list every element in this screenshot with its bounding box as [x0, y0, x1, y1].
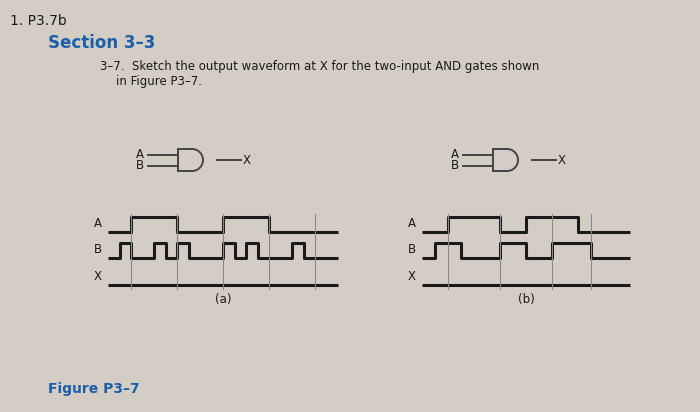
- Text: B: B: [94, 243, 102, 256]
- Text: in Figure P3–7.: in Figure P3–7.: [116, 75, 202, 88]
- Text: A: A: [94, 217, 102, 230]
- Text: A: A: [136, 148, 144, 161]
- Text: B: B: [136, 159, 144, 172]
- Text: 1. P3.7b: 1. P3.7b: [10, 14, 66, 28]
- Text: B: B: [451, 159, 459, 172]
- Text: B: B: [408, 243, 416, 256]
- Text: A: A: [451, 148, 459, 161]
- Text: (a): (a): [215, 293, 231, 306]
- Text: Section 3–3: Section 3–3: [48, 34, 155, 52]
- Text: X: X: [558, 154, 566, 166]
- Text: X: X: [408, 270, 416, 283]
- Text: X: X: [243, 154, 251, 166]
- Text: 3–7.  Sketch the output waveform at X for the two-input AND gates shown: 3–7. Sketch the output waveform at X for…: [100, 60, 540, 73]
- Text: X: X: [94, 270, 102, 283]
- Text: Figure P3–7: Figure P3–7: [48, 382, 139, 396]
- Text: A: A: [408, 217, 416, 230]
- Text: (b): (b): [517, 293, 534, 306]
